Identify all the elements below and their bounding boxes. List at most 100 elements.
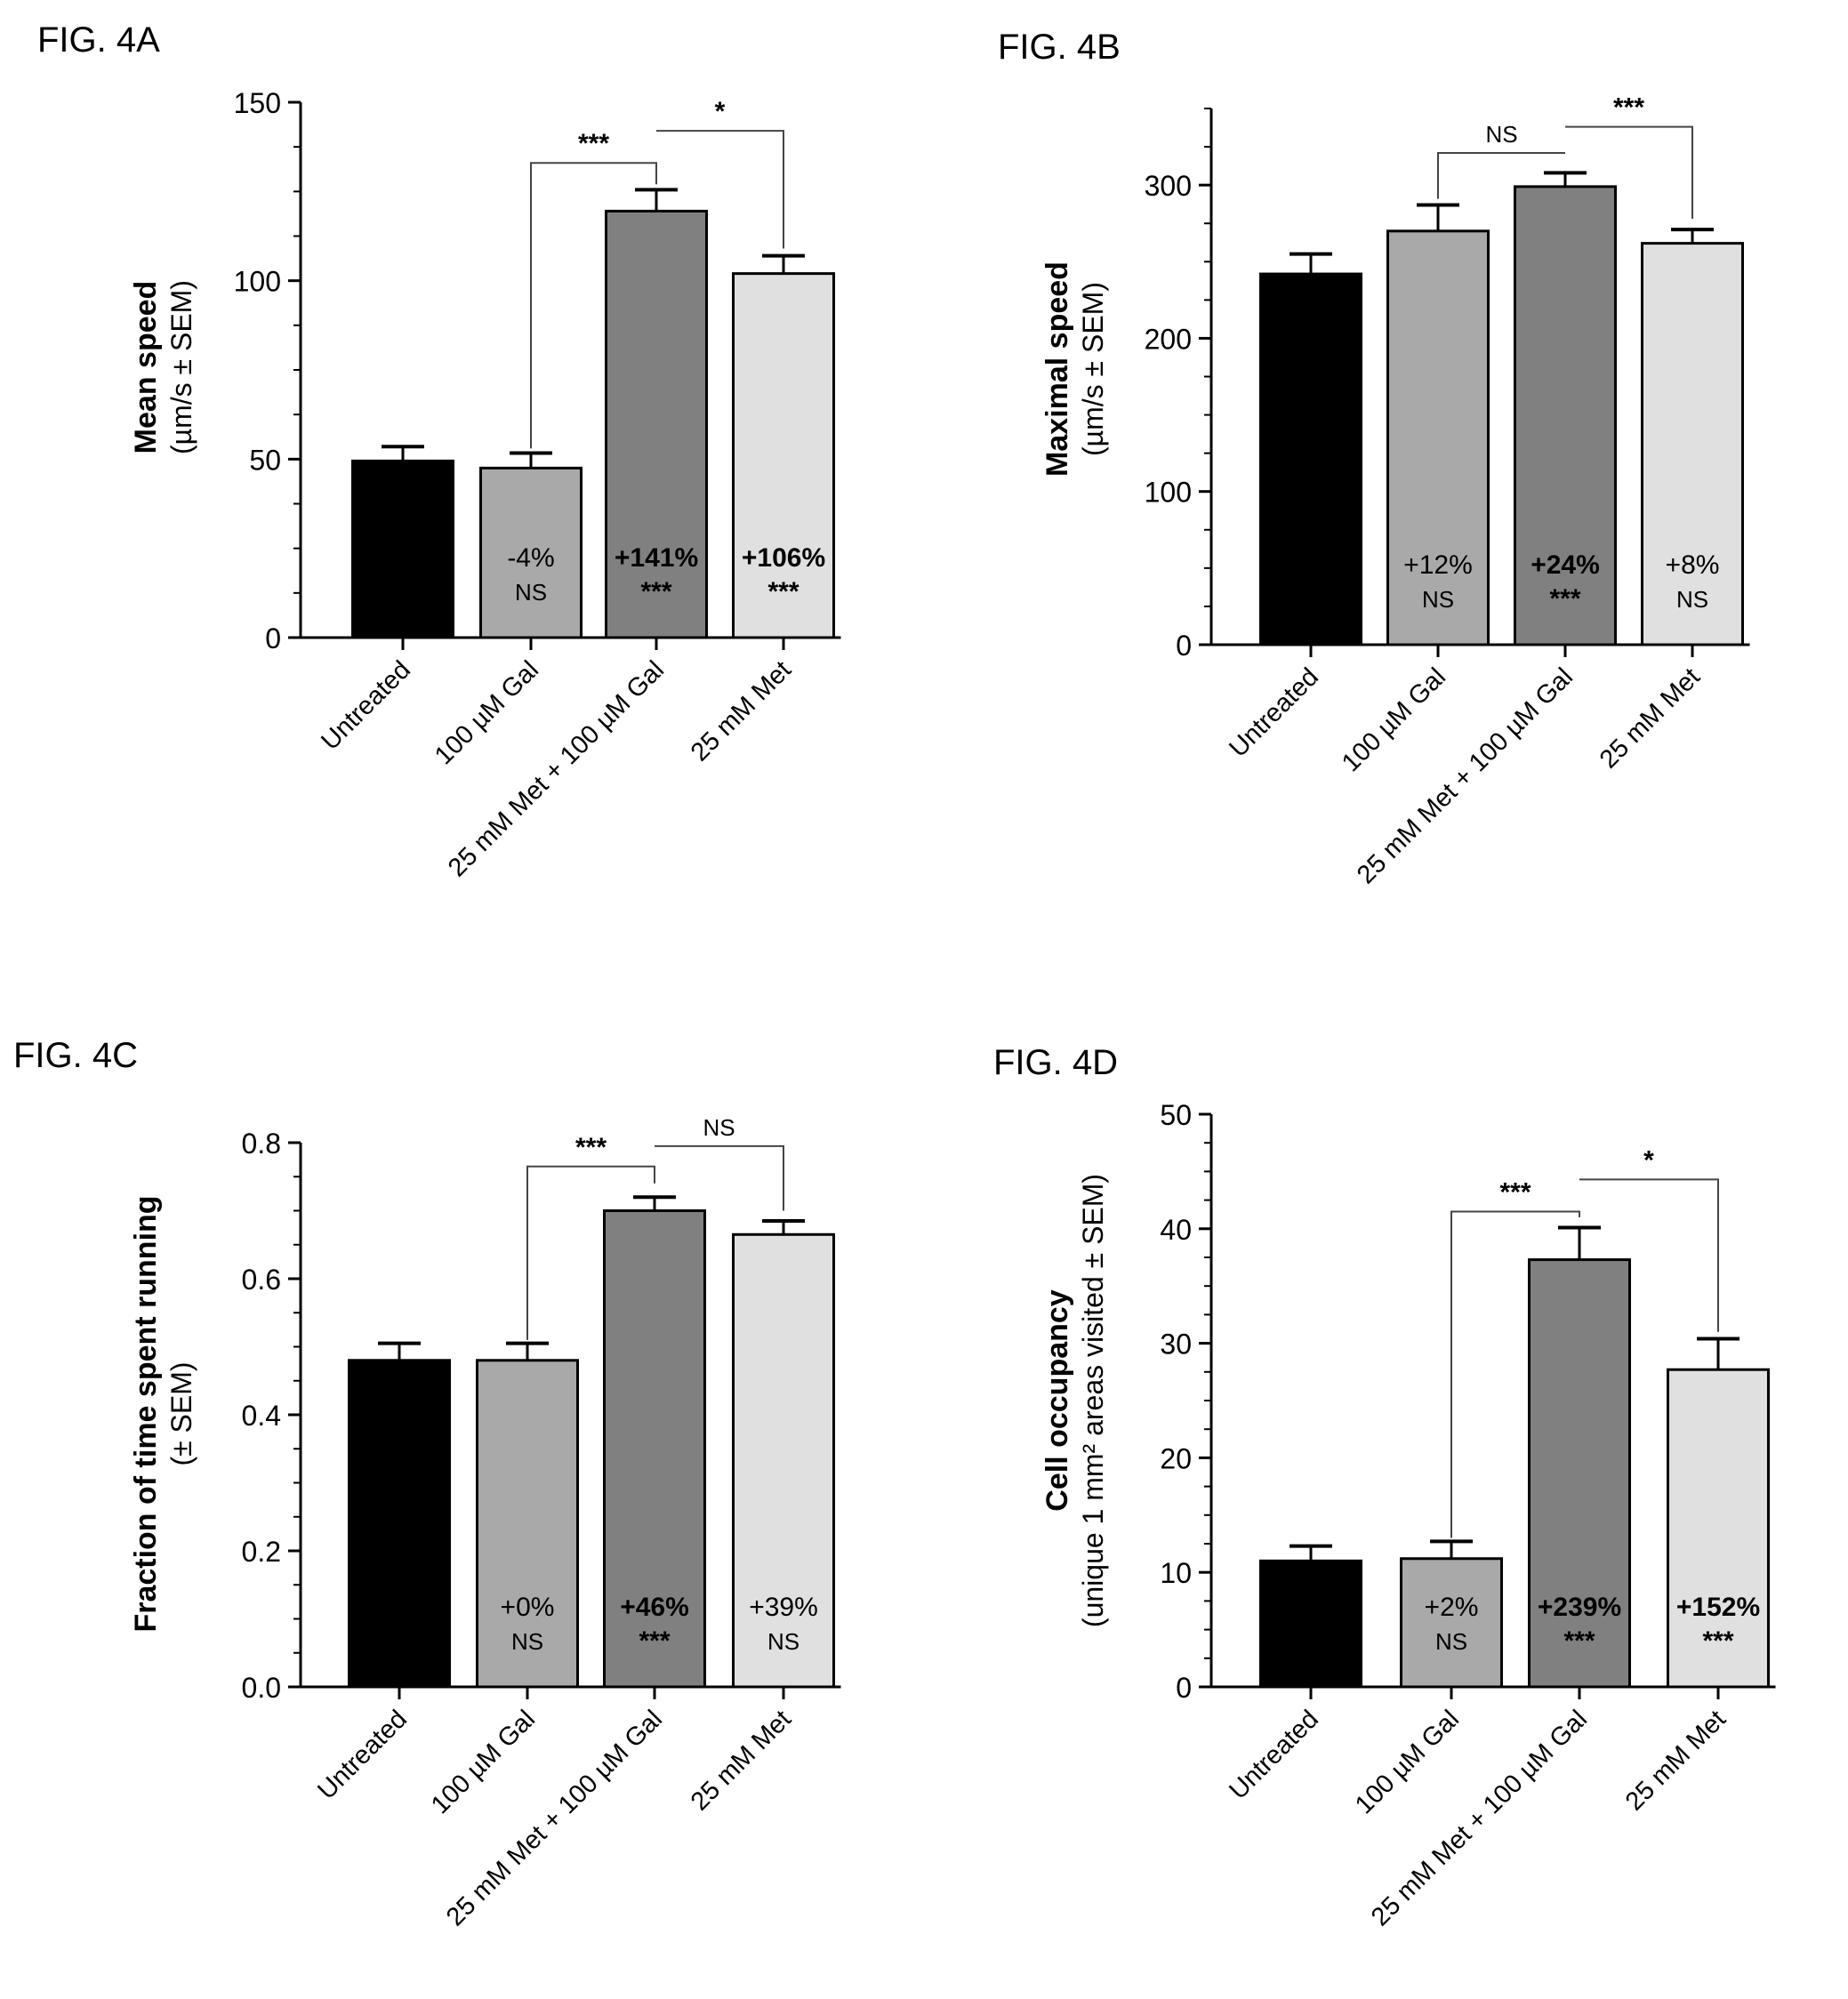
- significance-bracket: [656, 130, 784, 249]
- x-tick-label: 100 µM Gal: [426, 1705, 541, 1819]
- chart-panel-0: FIG. 4A 0 50 100 150 Mean speed(µm/s ± SEM) Un…: [37, 20, 841, 882]
- figure-label: FIG. 4C: [13, 1036, 138, 1075]
- y-tick-label: 0.4: [242, 1400, 281, 1432]
- x-tick-label: 100 µM Gal: [1350, 1705, 1465, 1819]
- x-tick-label: 100 µM Gal: [1337, 662, 1451, 777]
- bar-0: [1259, 1559, 1362, 1689]
- y-tick-label: 0: [1176, 1672, 1192, 1704]
- bracket-label: ***: [1499, 1177, 1531, 1207]
- bar-sig-label: ***: [1563, 1626, 1595, 1656]
- y-tick-label: 20: [1160, 1442, 1192, 1474]
- bar-pct-label: +12%: [1403, 550, 1473, 580]
- bar-2: [1528, 1258, 1631, 1689]
- chart-panel-1: FIG. 4B 0 100 200 300 Maximal speed(µm/s ± SE…: [998, 28, 1750, 889]
- bar-3: [732, 272, 835, 639]
- bar-sig-label: NS: [511, 1628, 543, 1655]
- bar-pct-label: +46%: [620, 1593, 689, 1622]
- figure-label: FIG. 4B: [998, 28, 1121, 67]
- bar-sig-label: ***: [1702, 1626, 1733, 1656]
- bracket-label: ***: [1613, 93, 1644, 123]
- y-axis-label-main: Mean speed: [129, 281, 163, 454]
- bar-pct-label: +239%: [1538, 1593, 1621, 1622]
- y-axis-label: Mean speed(µm/s ± SEM): [129, 280, 197, 454]
- bar-sig-label: ***: [640, 577, 671, 606]
- bracket-label: *: [1643, 1145, 1654, 1175]
- significance-bracket: [526, 1165, 655, 1340]
- y-axis-label: Fraction of time spent running(± SEM): [129, 1195, 197, 1632]
- bar-sig-label: NS: [767, 1628, 799, 1655]
- bar-sig-label: NS: [1422, 586, 1454, 613]
- bracket-label: ***: [575, 1133, 607, 1162]
- y-axis-label-main: Cell occupancy: [1041, 1289, 1074, 1512]
- y-tick-label: 100: [1145, 477, 1192, 509]
- bar-pct-label: +24%: [1531, 550, 1600, 580]
- bar-3: [1667, 1368, 1770, 1689]
- y-tick-label: 0.0: [242, 1672, 281, 1704]
- bar-2: [603, 1209, 706, 1689]
- bar-pct-label: +0%: [501, 1593, 555, 1622]
- x-tick-label: 25 mM Met: [1595, 662, 1706, 774]
- y-tick-label: 300: [1145, 170, 1192, 202]
- bar-pct-label: +152%: [1676, 1593, 1760, 1622]
- x-tick-label: Untreated: [1224, 1705, 1324, 1805]
- bar-2: [605, 209, 708, 639]
- y-tick-label: 0: [1176, 630, 1192, 662]
- y-axis-label-main: Fraction of time spent running: [129, 1195, 163, 1632]
- x-tick-label: 25 mM Met + 100 µM Gal: [1366, 1705, 1593, 1931]
- bar-0: [1259, 272, 1362, 646]
- bracket-label: *: [715, 97, 726, 126]
- figure-label: FIG. 4A: [37, 20, 160, 60]
- chart-panel-2: FIG. 4C 0.0 0.2 0.4 0.6 0.8 Fraction of time s…: [13, 1036, 841, 1931]
- significance-bracket: [1437, 151, 1565, 199]
- bar-sig-label: NS: [1435, 1628, 1467, 1655]
- x-tick-label: Untreated: [312, 1705, 413, 1805]
- y-tick-label: 0.8: [242, 1128, 281, 1160]
- x-tick-label: 25 mM Met: [686, 655, 797, 767]
- y-tick-label: 100: [234, 266, 281, 298]
- y-tick-label: 0.2: [242, 1536, 281, 1568]
- x-tick-label: Untreated: [316, 655, 416, 756]
- significance-bracket: [1450, 1210, 1580, 1538]
- x-tick-label: 25 mM Met: [1620, 1705, 1731, 1816]
- x-tick-label: Untreated: [1224, 662, 1324, 763]
- bar-3: [1641, 242, 1744, 646]
- bar-pct-label: +106%: [742, 543, 825, 573]
- y-tick-label: 150: [234, 87, 281, 119]
- x-tick-label: 25 mM Met + 100 µM Gal: [443, 655, 670, 882]
- chart-panel-3: FIG. 4D 0 10 20 30 40 50 Cell occupancy(unique …: [993, 1043, 1776, 1931]
- y-axis-label-sub: (unique 1 mm² areas visited ± SEM): [1077, 1174, 1109, 1627]
- y-tick-label: 40: [1160, 1214, 1192, 1246]
- bracket-label: NS: [703, 1114, 735, 1141]
- y-tick-label: 50: [1160, 1099, 1192, 1131]
- y-axis-label-sub: (µm/s ± SEM): [1077, 282, 1109, 456]
- bar-sig-label: ***: [1549, 584, 1580, 614]
- x-tick-label: 25 mM Met + 100 µM Gal: [1352, 662, 1579, 889]
- y-axis-label-sub: (± SEM): [165, 1361, 197, 1465]
- bar-pct-label: +39%: [749, 1593, 818, 1622]
- bar-pct-label: +2%: [1425, 1593, 1479, 1622]
- bar-0: [351, 459, 454, 639]
- figure-label: FIG. 4D: [993, 1043, 1118, 1082]
- x-tick-label: 25 mM Met: [686, 1705, 797, 1816]
- significance-bracket: [1565, 125, 1693, 220]
- significance-bracket: [655, 1144, 784, 1211]
- bar-1: [476, 1359, 579, 1689]
- bar-1: [1400, 1557, 1503, 1689]
- bar-sig-label: NS: [1676, 586, 1708, 613]
- bar-sig-label: ***: [767, 577, 799, 606]
- bar-pct-label: +141%: [615, 543, 698, 573]
- bracket-label: NS: [1485, 121, 1517, 148]
- bar-sig-label: NS: [515, 579, 547, 606]
- y-tick-label: 30: [1160, 1329, 1192, 1361]
- y-axis-label: Cell occupancy(unique 1 mm² areas visite…: [1041, 1174, 1109, 1627]
- y-axis-label: Maximal speed(µm/s ± SEM): [1041, 261, 1109, 477]
- bar-pct-label: -4%: [507, 543, 554, 573]
- y-axis-label-main: Maximal speed: [1041, 261, 1074, 477]
- y-tick-label: 0.6: [242, 1264, 281, 1296]
- significance-bracket: [1579, 1178, 1719, 1332]
- significance-bracket: [530, 162, 657, 449]
- y-tick-label: 50: [249, 444, 281, 476]
- x-tick-label: 100 µM Gal: [430, 655, 544, 770]
- bracket-label: ***: [578, 129, 609, 158]
